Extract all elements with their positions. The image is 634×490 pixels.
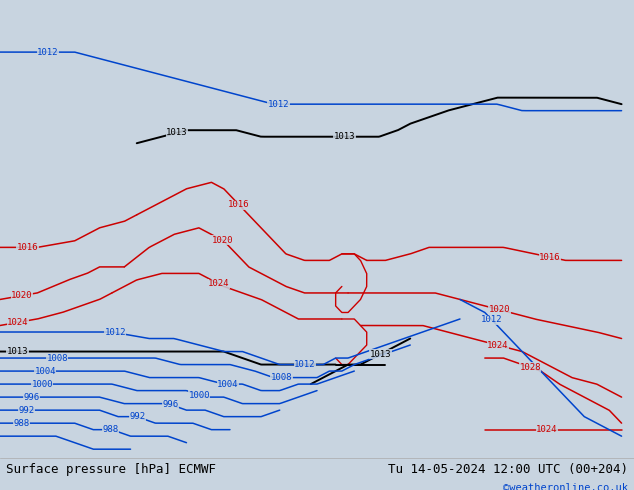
Text: 1020: 1020 xyxy=(211,236,233,245)
Text: 1012: 1012 xyxy=(37,48,58,56)
Text: 992: 992 xyxy=(129,413,145,421)
Text: 992: 992 xyxy=(18,406,35,415)
Text: 1024: 1024 xyxy=(208,279,230,288)
Text: 1013: 1013 xyxy=(7,347,28,356)
Text: 1012: 1012 xyxy=(268,99,289,109)
Text: 996: 996 xyxy=(23,392,39,402)
Text: Surface pressure [hPa] ECMWF: Surface pressure [hPa] ECMWF xyxy=(6,463,216,476)
Text: 1020: 1020 xyxy=(11,291,32,300)
Text: 1012: 1012 xyxy=(105,328,126,337)
Text: 1013: 1013 xyxy=(166,128,188,137)
Text: ©weatheronline.co.uk: ©weatheronline.co.uk xyxy=(503,483,628,490)
Text: 1000: 1000 xyxy=(32,380,53,389)
Text: 1024: 1024 xyxy=(8,318,29,327)
Text: 1016: 1016 xyxy=(539,252,560,262)
Text: 1024: 1024 xyxy=(536,425,557,434)
Text: 1028: 1028 xyxy=(519,363,541,372)
Text: 1013: 1013 xyxy=(370,350,391,359)
Text: 1004: 1004 xyxy=(217,380,239,389)
Text: Tu 14-05-2024 12:00 UTC (00+204): Tu 14-05-2024 12:00 UTC (00+204) xyxy=(387,463,628,476)
Text: 1008: 1008 xyxy=(271,373,292,382)
Text: 1024: 1024 xyxy=(488,341,509,350)
Text: 1016: 1016 xyxy=(16,243,38,252)
Text: 996: 996 xyxy=(162,400,178,409)
Text: 988: 988 xyxy=(14,418,30,428)
Text: 988: 988 xyxy=(103,425,119,434)
Text: 1012: 1012 xyxy=(294,360,316,369)
Text: 1004: 1004 xyxy=(34,367,56,375)
Text: 1016: 1016 xyxy=(228,200,250,209)
Text: 1013: 1013 xyxy=(333,132,355,141)
Text: 1000: 1000 xyxy=(188,391,210,399)
Text: 1012: 1012 xyxy=(481,316,503,324)
Text: 1008: 1008 xyxy=(46,354,68,363)
Text: 1020: 1020 xyxy=(489,305,510,314)
